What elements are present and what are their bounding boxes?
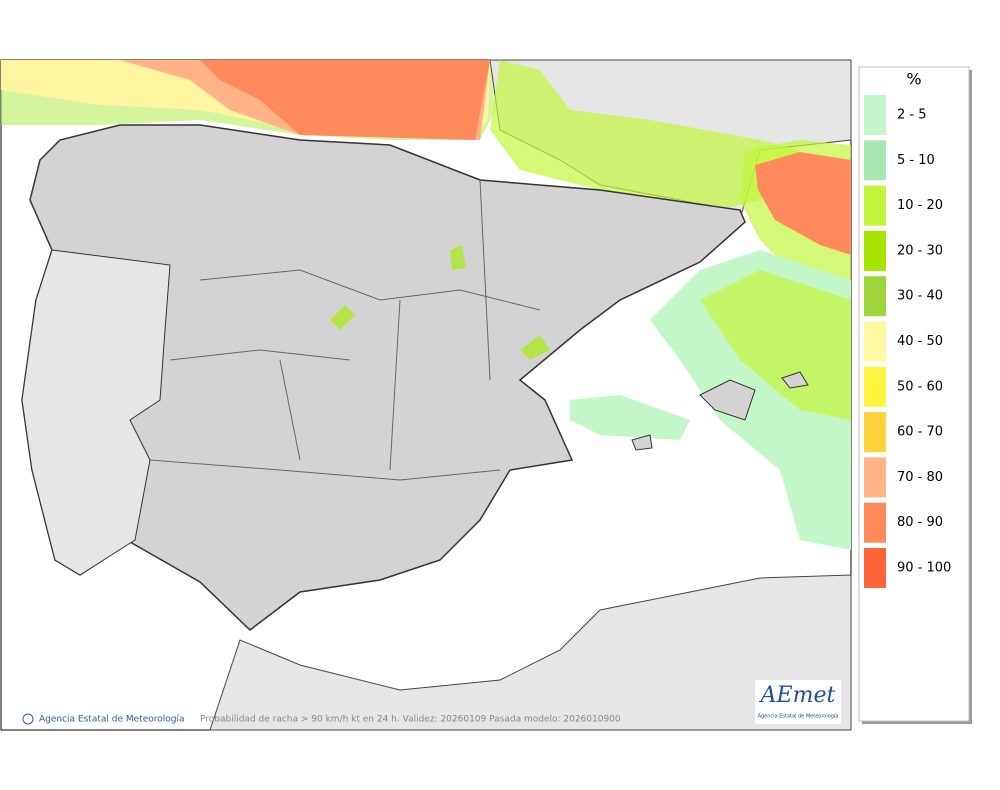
legend-label: 40 - 50 <box>897 334 943 349</box>
legend-label: 60 - 70 <box>897 425 943 440</box>
menorca <box>781 371 809 389</box>
legend-swatch <box>864 230 886 271</box>
prob-area <box>200 60 490 140</box>
logo: AEmet <box>759 683 836 708</box>
mallorca <box>699 379 756 421</box>
legend-label: 5 - 10 <box>897 153 935 168</box>
region-borders <box>149 179 541 481</box>
legend-label: 90 - 100 <box>897 561 951 576</box>
map: Agencia Estatal de Meteorología Probabil… <box>0 59 852 731</box>
legend-label: 70 - 80 <box>897 470 943 485</box>
prob-area <box>700 270 851 420</box>
legend-swatch <box>864 502 886 543</box>
legend-swatch <box>864 95 886 135</box>
prob-area <box>490 60 800 215</box>
legend-swatch <box>864 366 886 407</box>
portugal <box>21 249 171 576</box>
legend-label: 10 - 20 <box>897 198 943 213</box>
legend: % 2 - 5 5 - 10 10 - 20 20 - 30 30 - 40 40 - 5… <box>858 66 972 724</box>
legend-title: % <box>906 70 921 89</box>
agency-text: Agencia Estatal de Meteorología <box>39 715 185 725</box>
copyright-icon <box>22 713 34 725</box>
africa <box>209 574 852 731</box>
legend-swatch <box>864 548 886 588</box>
legend-swatch <box>864 457 886 498</box>
legend-label: 2 - 5 <box>897 108 927 123</box>
legend-swatch <box>864 412 886 453</box>
legend-swatch <box>864 185 886 226</box>
legend-swatch <box>864 321 886 362</box>
legend-label: 20 - 30 <box>897 243 943 258</box>
ibiza <box>631 434 653 451</box>
logo-box <box>755 680 841 724</box>
legend-label: 30 - 40 <box>897 289 943 304</box>
legend-label: 80 - 90 <box>897 515 943 530</box>
legend-label: 50 - 60 <box>897 379 943 394</box>
legend-swatch <box>864 276 886 317</box>
caption: Probabilidad de racha > 90 km/h kt en 24… <box>200 715 621 725</box>
prob-area <box>755 152 851 255</box>
logo-subtitle: Agencia Estatal de Meteorología <box>758 713 839 720</box>
legend-swatch <box>864 140 886 181</box>
prob-area <box>570 395 690 440</box>
prob-area <box>330 245 550 360</box>
